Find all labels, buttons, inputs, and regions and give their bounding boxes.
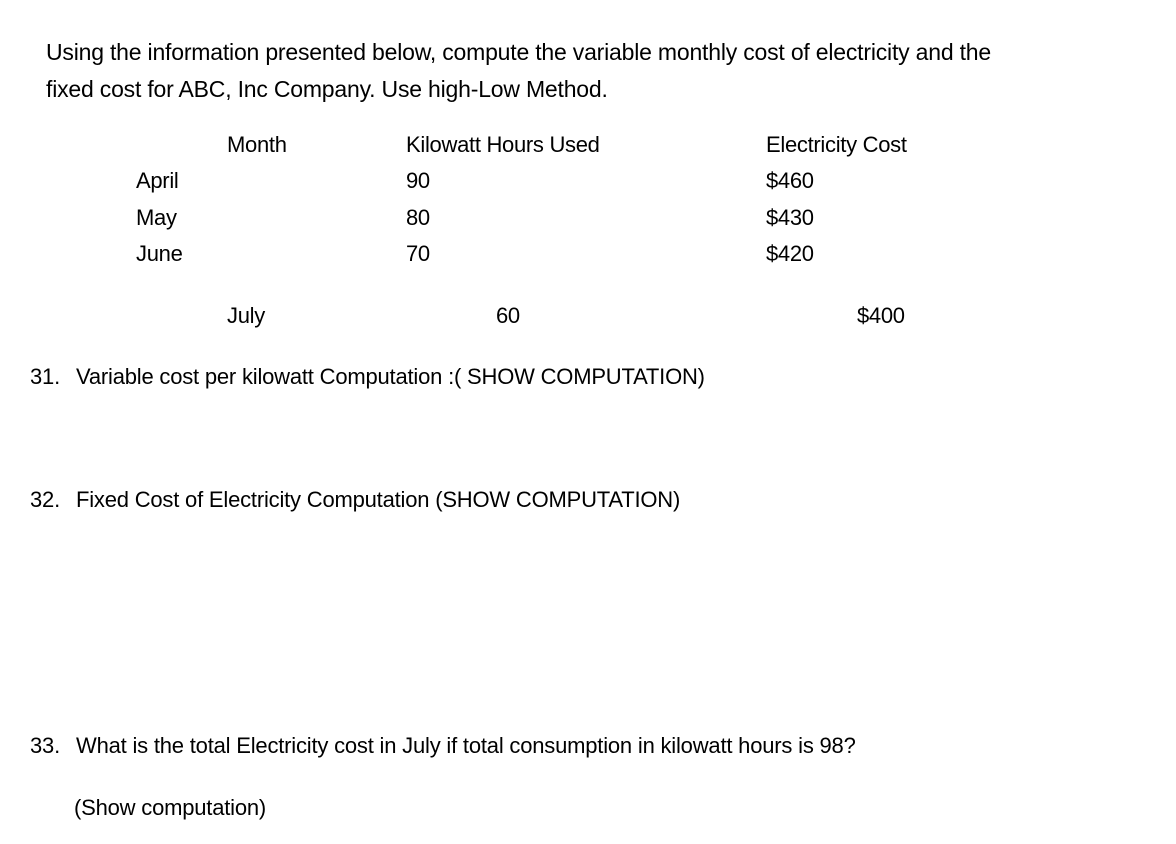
row-april-cost: $460 (766, 168, 814, 193)
row-april-month: April (136, 168, 179, 193)
question-33: 33. What is the total Electricity cost in… (30, 735, 856, 757)
question-31-text: Variable cost per kilowatt Computation :… (76, 364, 705, 389)
question-32-text: Fixed Cost of Electricity Computation (S… (76, 487, 681, 512)
row-july-kwh: 60 (496, 303, 520, 328)
row-july-cost: $400 (857, 303, 905, 328)
row-june-kwh: 70 (406, 241, 430, 266)
row-june-month: June (136, 241, 183, 266)
header-month: Month (227, 132, 287, 157)
row-may-kwh: 80 (406, 205, 430, 230)
header-cost: Electricity Cost (766, 132, 907, 157)
question-32: 32. Fixed Cost of Electricity Computation… (30, 489, 680, 511)
question-33-text: What is the total Electricity cost in Ju… (76, 733, 856, 758)
question-31: 31. Variable cost per kilowatt Computatio… (30, 366, 705, 388)
intro-paragraph: Using the information presented below, c… (46, 34, 1146, 108)
question-33-number: 33. (30, 733, 60, 758)
intro-line-2: fixed cost for ABC, Inc Company. Use hig… (46, 76, 608, 102)
header-kwh: Kilowatt Hours Used (406, 132, 600, 157)
question-32-number: 32. (30, 487, 60, 512)
row-april-kwh: 90 (406, 168, 430, 193)
row-july-month: July (227, 303, 265, 328)
question-33-note: (Show computation) (74, 795, 267, 820)
intro-line-1: Using the information presented below, c… (46, 39, 991, 65)
row-may-month: May (136, 205, 177, 230)
row-june-cost: $420 (766, 241, 814, 266)
question-31-number: 31. (30, 364, 60, 389)
row-may-cost: $430 (766, 205, 814, 230)
